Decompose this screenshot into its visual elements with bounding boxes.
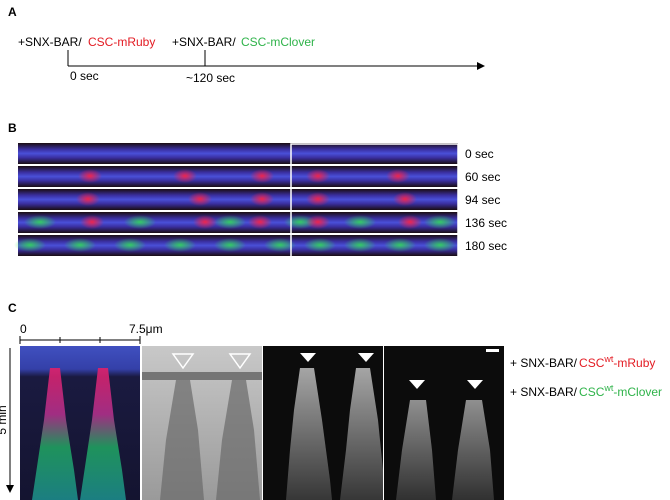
- legend-suffix: -mClover: [613, 385, 662, 399]
- image-strip: [18, 166, 458, 187]
- condition-name: CSC-mClover: [241, 35, 315, 49]
- time-label: 60 sec: [465, 170, 500, 184]
- time-label: 0 sec: [70, 69, 99, 83]
- legend-suffix: -mRuby: [613, 356, 655, 370]
- scale-start: 0: [20, 322, 27, 336]
- panel-label: B: [8, 121, 17, 135]
- condition-prefix: +SNX-BAR/: [18, 35, 82, 49]
- condition-prefix: +SNX-BAR/: [172, 35, 236, 49]
- time-label: 180 sec: [465, 239, 507, 253]
- image-strip: [18, 189, 458, 210]
- image-strip: [18, 143, 458, 164]
- kymograph-merge: [20, 346, 140, 500]
- time-label: 0 sec: [465, 147, 494, 161]
- legend-superscript: wt: [603, 354, 613, 364]
- image-strips: [14, 143, 458, 256]
- zoom-box: [290, 143, 459, 258]
- kymograph-gray: [142, 346, 262, 500]
- panel-label: A: [8, 5, 17, 19]
- kymograph-ruby: [263, 346, 384, 500]
- time-label: ~120 sec: [186, 71, 235, 85]
- legend-protein: CSC: [579, 356, 605, 370]
- kymograph-clover: [384, 346, 504, 500]
- legend-superscript: wt: [603, 383, 613, 393]
- image-strip: [18, 212, 458, 233]
- legend-protein: CSC: [579, 385, 605, 399]
- image-strip: [14, 235, 458, 256]
- panel-label: C: [8, 301, 17, 315]
- legend-entry: + SNX-BAR/CSCwt-mRuby: [510, 354, 655, 370]
- legend-entry: + SNX-BAR/CSCwt-mClover: [510, 383, 662, 399]
- legend-prefix: + SNX-BAR/: [510, 356, 578, 370]
- legend-prefix: + SNX-BAR/: [510, 385, 578, 399]
- condition-name: CSC-mRuby: [88, 35, 155, 49]
- time-axis-label: 5 min: [0, 405, 9, 434]
- time-label: 94 sec: [465, 193, 500, 207]
- time-label: 136 sec: [465, 216, 507, 230]
- scale-end: 7.5μm: [129, 322, 163, 336]
